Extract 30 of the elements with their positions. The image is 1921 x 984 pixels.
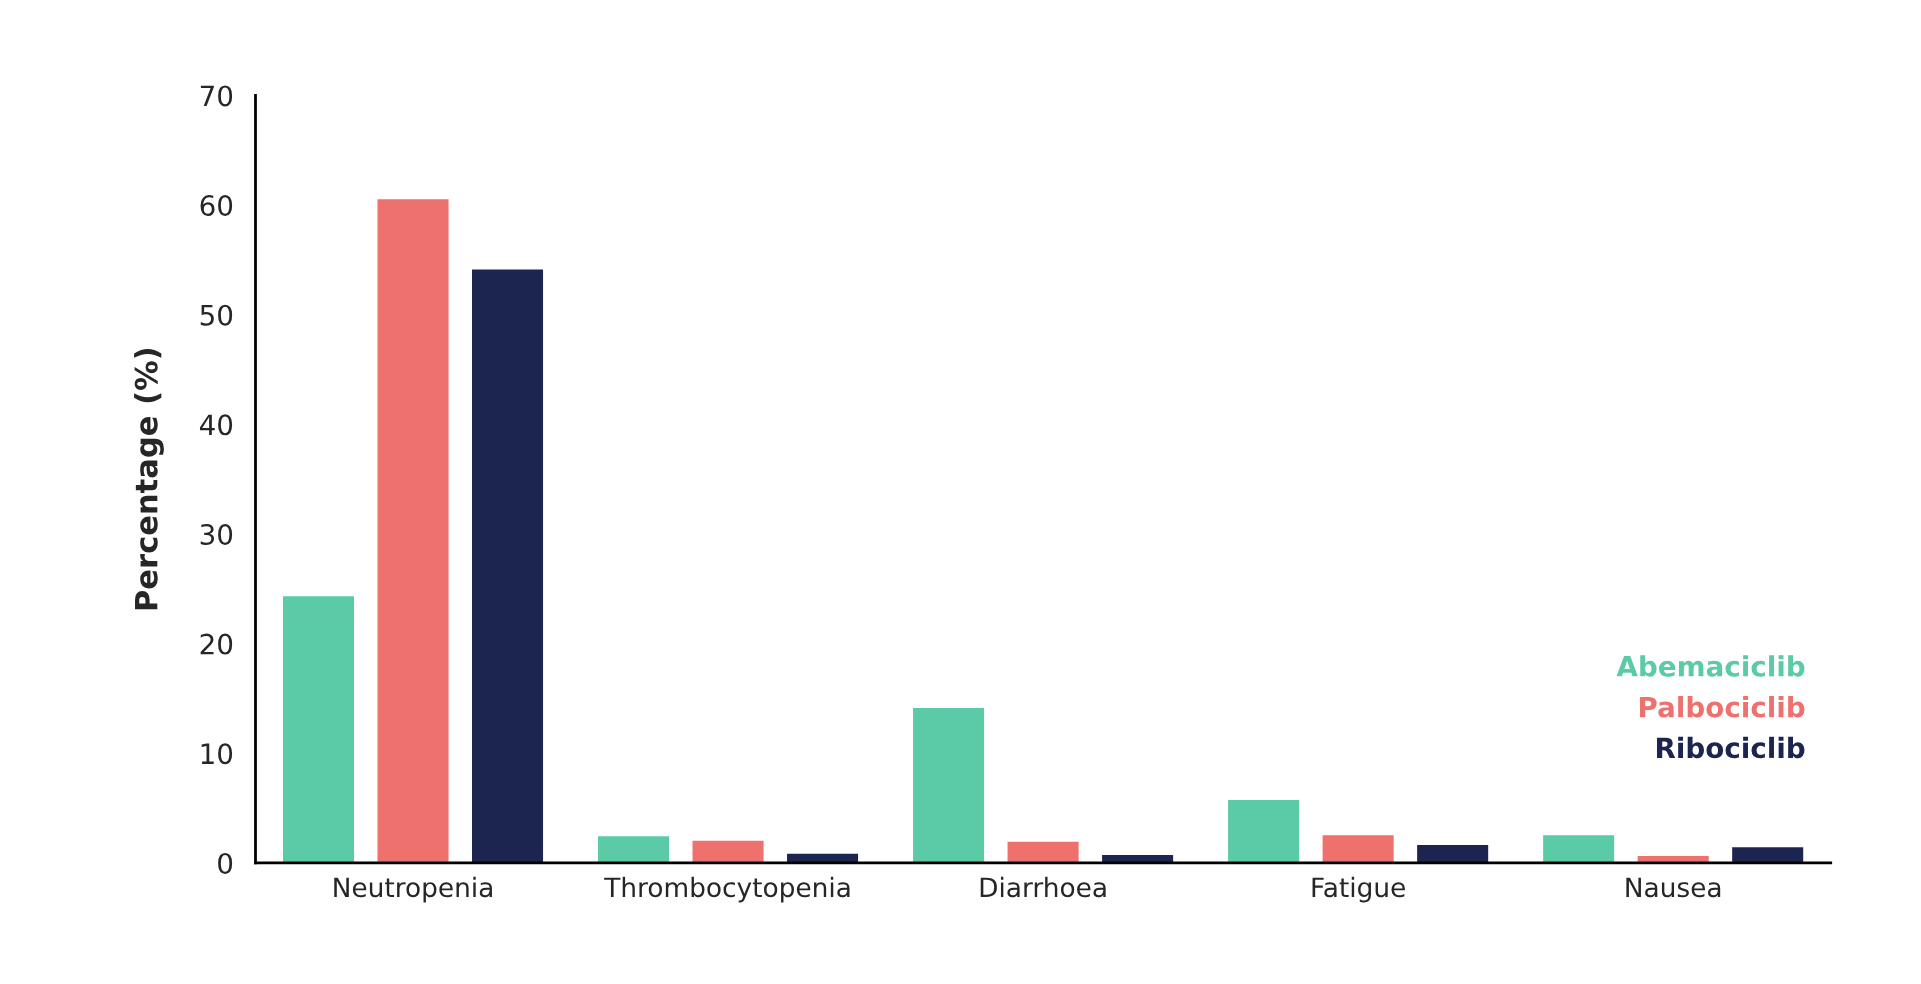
bar (596, 834, 671, 863)
x-tick-label: Fatigue (1312, 876, 1405, 903)
y-tick-label: 60 (200, 195, 233, 217)
bar (1415, 843, 1490, 863)
bar (1730, 845, 1805, 863)
bar (470, 267, 545, 863)
x-tick-label: Thrombocytopenia (604, 876, 850, 903)
bar (281, 594, 356, 863)
text: Abemaciclib (1616, 655, 1805, 677)
y-tick-label: 30 (200, 523, 233, 545)
y-tick-label: 0 (218, 852, 233, 874)
y-tick-label: 10 (201, 743, 233, 765)
text: Palbociclib (1640, 696, 1805, 718)
x-tick-label: Diarrhoea (980, 876, 1106, 898)
bar (1006, 840, 1081, 863)
y-tick-label: 40 (199, 414, 233, 436)
y-tick-label: 50 (200, 304, 233, 326)
bar (691, 839, 765, 863)
x-tick-label: Neutropenia (334, 876, 492, 903)
bar (376, 197, 450, 863)
bar (1321, 833, 1396, 863)
bar (1226, 798, 1301, 863)
bar (911, 706, 986, 863)
y-tick-label: 70 (200, 85, 233, 107)
y-axis-title: Percentage (%) (134, 348, 164, 610)
x-tick-label: Nausea (1626, 877, 1721, 898)
text: Ribociclib (1657, 736, 1805, 759)
bar (785, 852, 860, 863)
bar (1541, 833, 1616, 863)
y-tick-label: 20 (200, 633, 233, 655)
